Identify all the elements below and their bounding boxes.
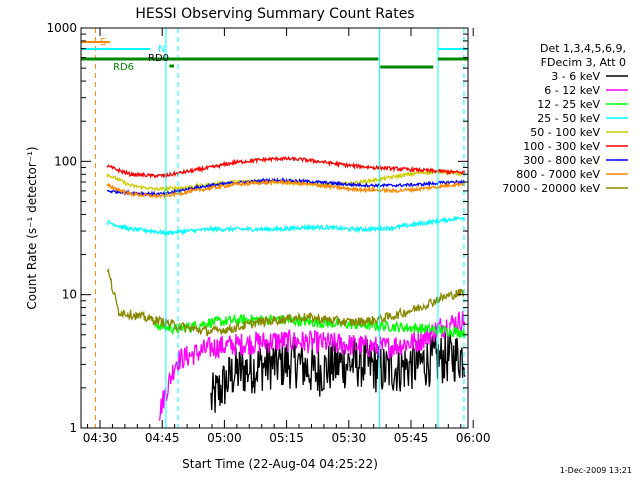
legend-label-1: 6 - 12 keV	[544, 84, 600, 97]
y-tick-label-0: 1	[69, 421, 77, 435]
y-tick-label-3: 1000	[46, 21, 77, 35]
legend-label-8: 7000 - 20000 keV	[502, 182, 600, 195]
legend-header-line-1: Det 1,3,4,5,6,9,	[540, 42, 626, 55]
legend-label-3: 25 - 50 keV	[537, 112, 600, 125]
y-axis-label: Count Rate (s⁻¹ detector⁻¹)	[25, 146, 39, 309]
legend-label-2: 12 - 25 keV	[537, 98, 600, 111]
timestamp-footer: 1-Dec-2009 13:21	[560, 466, 632, 475]
x-axis-label: Start Time (22-Aug-04 04:25:22)	[182, 457, 378, 471]
annotation-0: S	[100, 37, 106, 48]
legend: Det 1,3,4,5,6,9, FDecim 3, Att 0 3 - 6 k…	[502, 42, 628, 195]
x-axis: 04:30 04:45 05:00 05:15 05:30 05:45 06:00	[83, 28, 491, 445]
x-tick-label-4: 05:30	[332, 431, 367, 445]
legend-label-6: 300 - 800 keV	[523, 154, 600, 167]
legend-label-5: 100 - 300 keV	[523, 140, 600, 153]
series-line-5	[106, 155, 466, 179]
annotation-1: N	[158, 44, 165, 55]
legend-label-0: 3 - 6 keV	[551, 70, 600, 83]
x-tick-label-5: 05:45	[394, 431, 429, 445]
chart-title: HESSI Observing Summary Count Rates	[135, 6, 414, 22]
series-line-4	[106, 168, 466, 193]
x-tick-label-6: 06:00	[456, 431, 491, 445]
annotation-3: RD6	[113, 62, 134, 73]
x-tick-label-0: 04:30	[83, 431, 118, 445]
series-line-8	[106, 267, 466, 337]
legend-label-7: 800 - 7000 keV	[516, 168, 600, 181]
legend-label-4: 50 - 100 keV	[530, 126, 600, 139]
series-line-7	[106, 179, 466, 200]
annotation-2: RD0	[148, 53, 169, 64]
y-tick-label-2: 100	[54, 154, 77, 168]
series-line-1	[158, 311, 466, 421]
legend-header-line-2: FDecim 3, Att 0	[541, 56, 626, 69]
series-line-3	[106, 215, 466, 236]
x-tick-label-1: 04:45	[145, 431, 180, 445]
x-tick-label-3: 05:15	[269, 431, 304, 445]
y-axis: 1 10 100 1000	[46, 21, 468, 435]
y-tick-label-1: 10	[62, 288, 77, 302]
x-tick-label-2: 05:00	[207, 431, 242, 445]
